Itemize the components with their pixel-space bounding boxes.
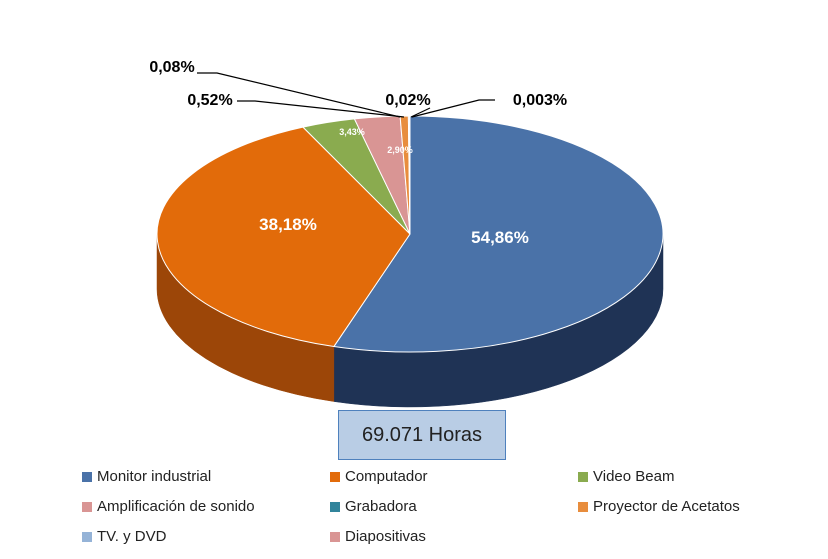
data-label-grabadora: 0,02% (385, 92, 430, 109)
legend-item-monitor-industrial: Monitor industrial (82, 466, 330, 487)
legend-label: Proyector de Acetatos (593, 498, 740, 515)
legend-swatch (82, 531, 92, 542)
legend-swatch (330, 531, 340, 542)
leader-line-proyector-de-acetatos (237, 100, 405, 118)
total-hours-label: 69.071 Horas (361, 423, 483, 446)
legend-label: Diapositivas (345, 528, 426, 545)
legend-label: Monitor industrial (97, 468, 212, 485)
data-label-tv-y-dvd: 0,08% (149, 59, 194, 76)
legend-swatch (82, 471, 92, 482)
data-label-proyector-de-acetatos: 0,52% (187, 92, 232, 109)
data-label-video-beam: 3,43% (339, 127, 365, 137)
legend-swatch (330, 501, 340, 512)
data-label-computador: 38,18% (259, 215, 317, 234)
legend-item-amplificacion-de-sonido: Amplificación de sonido (82, 496, 330, 517)
legend-swatch (578, 501, 588, 512)
legend-swatch (578, 471, 588, 482)
legend-label: Grabadora (345, 498, 417, 515)
legend-item-proyector-de-acetatos: Proyector de Acetatos (578, 496, 798, 517)
legend-item-computador: Computador (330, 466, 578, 487)
legend-label: Amplificación de sonido (97, 498, 255, 515)
pie-slice-computador (156, 126, 411, 348)
legend-label: TV. y DVD (97, 528, 167, 545)
legend-swatch (82, 501, 92, 512)
total-hours-box: 69.071 Horas (338, 410, 506, 460)
legend-swatch (330, 471, 340, 482)
legend: Monitor industrial Computador Video Beam… (82, 466, 802, 547)
data-label-diapositivas: 0,003% (513, 92, 567, 109)
data-label-amplificacion-de-sonido: 2,90% (387, 145, 413, 155)
legend-label: Video Beam (593, 468, 675, 485)
legend-item-diapositivas: Diapositivas (330, 526, 578, 547)
data-label-monitor-industrial: 54,86% (471, 228, 529, 247)
leader-line-diapositivas (411, 99, 495, 118)
legend-label: Computador (345, 468, 428, 485)
legend-item-grabadora: Grabadora (330, 496, 578, 517)
leader-line-tv-y-dvd (197, 72, 401, 118)
leader-line-grabadora (410, 107, 431, 118)
legend-item-tv-y-dvd: TV. y DVD (82, 526, 330, 547)
legend-item-video-beam: Video Beam (578, 466, 798, 487)
pie-slice-monitor-industrial (333, 115, 664, 353)
